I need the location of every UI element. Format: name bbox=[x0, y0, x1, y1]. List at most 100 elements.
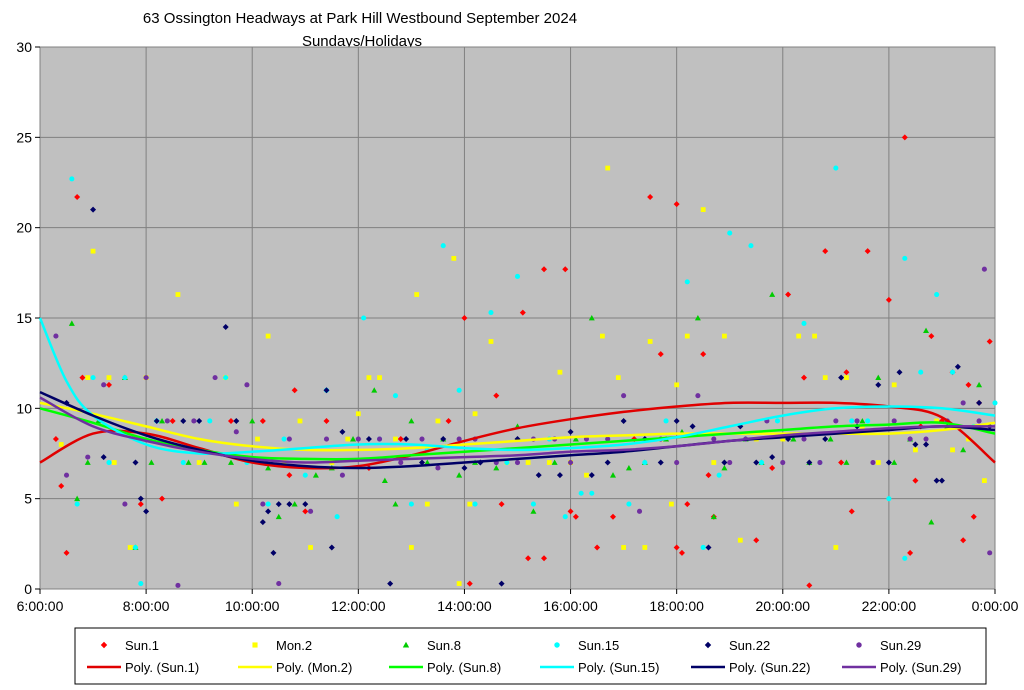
data-point bbox=[891, 382, 897, 388]
data-point bbox=[175, 582, 181, 588]
data-point bbox=[312, 472, 319, 478]
data-point bbox=[85, 375, 91, 381]
data-point bbox=[302, 501, 309, 508]
data-point bbox=[833, 165, 839, 171]
data-point bbox=[960, 400, 966, 406]
data-point bbox=[164, 418, 170, 424]
x-tick-label: 6:00:00 bbox=[17, 598, 64, 614]
data-point bbox=[695, 393, 701, 399]
data-point bbox=[838, 459, 845, 466]
data-point bbox=[604, 459, 611, 466]
chart-title: 63 Ossington Headways at Park Hill Westb… bbox=[143, 10, 577, 27]
data-point bbox=[366, 375, 372, 381]
data-point bbox=[355, 411, 361, 417]
data-point bbox=[572, 436, 579, 442]
data-point bbox=[169, 417, 176, 424]
data-point bbox=[849, 418, 855, 424]
data-point bbox=[992, 400, 998, 406]
data-point bbox=[58, 483, 65, 490]
data-point bbox=[976, 418, 982, 424]
data-point bbox=[822, 248, 829, 255]
data-point bbox=[275, 513, 282, 520]
data-point bbox=[323, 417, 330, 424]
data-point bbox=[599, 333, 605, 339]
data-point bbox=[137, 495, 144, 502]
data-point bbox=[350, 436, 357, 442]
legend-label: Mon.2 bbox=[276, 638, 312, 653]
data-point bbox=[286, 472, 293, 479]
data-point bbox=[844, 375, 849, 381]
data-point bbox=[419, 459, 425, 466]
x-tick-label: 8:00:00 bbox=[123, 598, 170, 614]
legend-label: Sun.15 bbox=[578, 638, 619, 653]
data-point bbox=[498, 501, 505, 508]
legend-marker-swatch bbox=[100, 641, 108, 649]
data-point bbox=[705, 544, 712, 551]
data-point bbox=[642, 545, 648, 550]
data-point bbox=[228, 459, 234, 465]
data-point bbox=[875, 460, 881, 465]
data-point bbox=[143, 508, 150, 515]
data-point bbox=[419, 436, 425, 442]
data-point bbox=[339, 472, 345, 478]
data-point bbox=[456, 387, 462, 393]
data-point bbox=[137, 501, 144, 508]
data-point bbox=[976, 399, 983, 406]
data-point bbox=[122, 501, 128, 507]
data-point bbox=[748, 243, 754, 249]
data-point bbox=[201, 459, 208, 465]
data-point bbox=[711, 460, 717, 465]
data-point bbox=[562, 514, 568, 520]
data-point bbox=[678, 549, 685, 556]
data-point bbox=[58, 442, 64, 447]
y-tick-label: 20 bbox=[16, 220, 32, 236]
data-point bbox=[885, 296, 892, 303]
data-point bbox=[721, 464, 728, 471]
legend-label: Sun.8 bbox=[427, 638, 461, 653]
data-point bbox=[408, 545, 414, 550]
data-point bbox=[498, 580, 505, 587]
data-point bbox=[68, 320, 75, 326]
legend-label: Poly. (Sun.8) bbox=[427, 660, 501, 675]
data-point bbox=[519, 309, 526, 316]
data-point bbox=[456, 472, 463, 478]
data-point bbox=[727, 459, 733, 466]
data-point bbox=[355, 436, 361, 442]
data-point bbox=[456, 436, 462, 442]
data-point bbox=[514, 273, 521, 279]
legend-marker-swatch bbox=[554, 642, 560, 648]
data-point bbox=[642, 459, 648, 466]
data-point bbox=[143, 375, 149, 381]
legend-label: Sun.1 bbox=[125, 638, 159, 653]
data-point bbox=[106, 459, 112, 466]
data-point bbox=[185, 459, 192, 465]
data-point bbox=[605, 436, 611, 442]
data-point bbox=[159, 495, 166, 502]
legend-item: Sun.29 bbox=[856, 638, 921, 653]
data-point bbox=[636, 508, 643, 514]
legend-label: Poly. (Mon.2) bbox=[276, 660, 352, 675]
data-point bbox=[923, 441, 930, 448]
data-point bbox=[859, 417, 866, 424]
data-point bbox=[674, 459, 680, 466]
data-point bbox=[694, 315, 701, 321]
legend-label: Poly. (Sun.29) bbox=[880, 660, 961, 675]
legend-label: Poly. (Sun.22) bbox=[729, 660, 810, 675]
y-tick-label: 15 bbox=[16, 310, 32, 326]
data-point bbox=[625, 464, 632, 471]
data-point bbox=[716, 472, 722, 478]
data-point bbox=[928, 333, 935, 340]
data-point bbox=[514, 459, 521, 466]
data-point bbox=[769, 454, 776, 461]
legend-label: Sun.22 bbox=[729, 638, 770, 653]
data-point bbox=[435, 418, 441, 424]
data-point bbox=[626, 501, 632, 507]
data-point bbox=[981, 266, 987, 272]
data-point bbox=[886, 496, 892, 502]
data-point bbox=[122, 375, 128, 381]
data-point bbox=[610, 513, 616, 520]
series-sun-22 bbox=[63, 206, 993, 587]
data-point bbox=[74, 501, 80, 507]
data-point bbox=[345, 436, 351, 442]
data-point bbox=[101, 382, 107, 388]
